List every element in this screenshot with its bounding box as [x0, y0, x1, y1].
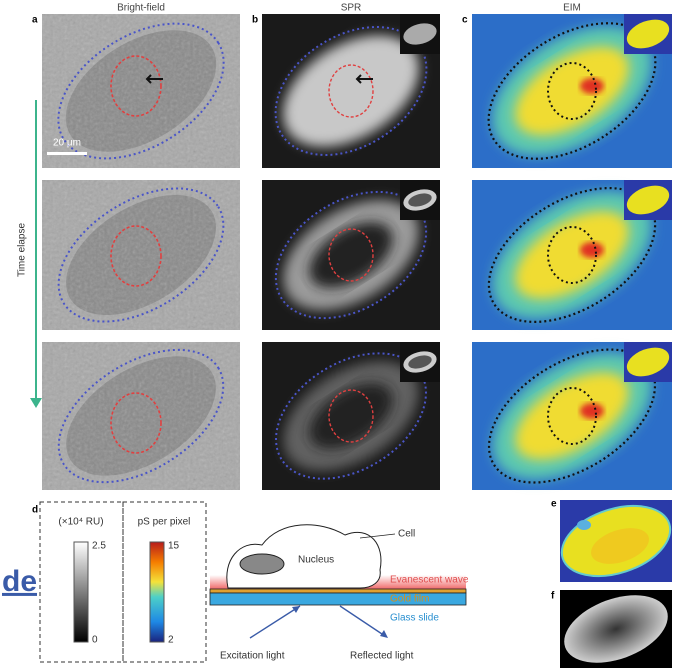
- light-ray: [249, 605, 301, 639]
- nucleus-outline: [328, 64, 374, 118]
- diagram-label: Cell: [398, 529, 415, 540]
- cell-signal-hi: [515, 372, 629, 460]
- colorbar-max: 2.5: [92, 541, 106, 552]
- cell-outline: [57, 22, 225, 160]
- fragment-text: de: [2, 565, 37, 598]
- inset-model: [626, 347, 670, 377]
- diagram-label: Reflected light: [350, 651, 414, 662]
- panel-label: a: [32, 15, 38, 26]
- colorbar-min: 2: [168, 635, 174, 646]
- texture: [42, 14, 240, 168]
- nucleus-outline: [110, 392, 162, 454]
- cell-outline: [57, 187, 225, 323]
- arrowhead: [292, 606, 300, 613]
- hotspot: [580, 78, 604, 94]
- hotspot: [580, 403, 604, 419]
- hotspot: [580, 242, 604, 258]
- colorbar-box: [122, 501, 207, 663]
- column-title: SPR: [341, 3, 362, 14]
- cell-signal: [283, 35, 419, 147]
- nucleus-outline: [547, 387, 597, 445]
- image-panel: [472, 14, 672, 168]
- scale-bar: [47, 152, 87, 155]
- cell-signal-hi: [514, 46, 630, 136]
- image-panel: [42, 342, 240, 490]
- colorbar-unit: pS per pixel: [138, 517, 191, 528]
- light-ray: [339, 605, 386, 637]
- panel-label: d: [32, 505, 38, 516]
- panel-label: f: [551, 591, 555, 602]
- inset-core: [408, 193, 432, 207]
- cell-dark-core: [309, 222, 393, 288]
- panel-label: e: [551, 499, 557, 510]
- nucleus-outline: [547, 62, 597, 120]
- colorbar-gray: [73, 541, 89, 643]
- diagram-label: Gold film: [390, 594, 429, 605]
- nucleus-outline: [328, 228, 374, 282]
- cell-dark-core: [309, 383, 393, 449]
- model-inner: [591, 528, 649, 564]
- nucleus-outline: [110, 225, 162, 287]
- column-title: Bright-field: [117, 3, 165, 14]
- nucleus: [239, 553, 285, 575]
- panel-label: b: [252, 15, 258, 26]
- colorbar-unit: (×10⁴ RU): [58, 517, 103, 528]
- column-title: EIM: [563, 3, 581, 14]
- image-panel: [42, 180, 240, 330]
- image-panel: [472, 342, 672, 490]
- diagram-label: Evanescent wave: [390, 575, 469, 586]
- image-panel: [262, 180, 440, 330]
- diagram-label: Excitation light: [220, 651, 285, 662]
- nucleus-outline: [547, 226, 597, 284]
- image-panel: [262, 14, 440, 168]
- inset-model: [403, 23, 437, 45]
- cell-signal-hi: [514, 211, 630, 299]
- diagram-label: Nucleus: [298, 555, 334, 566]
- pointer-arrow: [145, 74, 163, 84]
- model-cell: [564, 595, 668, 663]
- leader: [359, 533, 396, 539]
- colorbar-max: 15: [168, 541, 180, 552]
- panel-label: c: [462, 15, 468, 26]
- inset-model: [626, 185, 670, 215]
- diagram-label: Glass slide: [390, 613, 439, 624]
- image-panel: [42, 14, 240, 168]
- texture: [42, 180, 240, 330]
- gold-film: [209, 588, 467, 594]
- image-grid: [42, 14, 672, 490]
- colorbar-min: 0: [92, 635, 98, 646]
- inset-core: [408, 355, 432, 369]
- inset-model: [626, 19, 670, 49]
- nucleus-outline: [110, 55, 162, 117]
- model-nucleus: [577, 520, 591, 530]
- arrowhead: [380, 630, 388, 638]
- colorbar-jet: [149, 541, 165, 643]
- arrowhead: [30, 398, 42, 408]
- glass-slide: [209, 592, 467, 606]
- image-panel: [472, 180, 672, 330]
- image-panel: [262, 342, 440, 490]
- texture: [42, 342, 240, 490]
- pointer-arrow: [355, 74, 373, 84]
- time-label: Time elapse: [17, 223, 28, 278]
- nucleus-outline: [328, 389, 374, 443]
- cell-outline: [57, 348, 225, 484]
- scale-label: 20 μm: [53, 138, 81, 149]
